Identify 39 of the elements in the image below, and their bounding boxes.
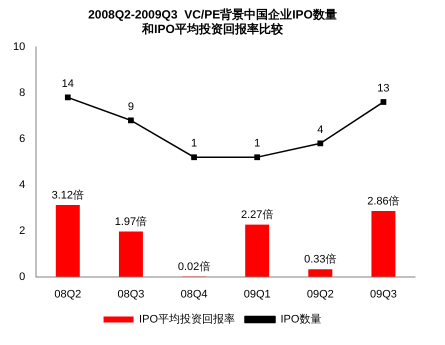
x-tick-label: 08Q3 (117, 288, 144, 300)
bar (118, 231, 143, 277)
data-label: 2.27倍 (240, 208, 274, 222)
x-tick-label: 08Q2 (54, 288, 82, 300)
point (317, 140, 324, 146)
y-tick-label: 8 (19, 86, 26, 99)
legend-label: IPO平均投资回报率 (139, 312, 236, 326)
point (128, 118, 134, 124)
x-tick-label: 08Q4 (180, 288, 208, 300)
point (254, 154, 260, 160)
data-label: 2.86倍 (367, 194, 400, 208)
text: 2008Q2-2009Q3 VC/PE背景中国企业IPO数量 (88, 8, 337, 22)
data-label: 1 (190, 138, 198, 150)
point (380, 99, 386, 105)
x-tick-label: 09Q3 (370, 288, 397, 300)
data-label: 0.33倍 (304, 252, 337, 266)
y-tick-label: 0 (19, 270, 26, 283)
data-label: 1.97倍 (114, 215, 148, 228)
bar (245, 224, 270, 277)
y-tick-label: 2 (19, 224, 26, 237)
data-label: 9 (128, 100, 134, 113)
bar (308, 269, 332, 277)
point (64, 94, 71, 100)
point (191, 154, 197, 160)
x-tick-label: 09Q1 (244, 288, 271, 300)
data-label: 3.12倍 (52, 188, 84, 202)
bar (371, 211, 396, 277)
y-tick-label: 4 (19, 178, 26, 191)
y-tick-label: 6 (19, 132, 26, 145)
y-tick-label: 10 (12, 40, 26, 53)
legend-label: IPO数量 (280, 314, 322, 326)
data-label: 14 (62, 78, 74, 90)
bar (56, 205, 80, 277)
data-label: 13 (377, 82, 390, 95)
data-label: 0.02倍 (178, 260, 210, 273)
text: 和IPO平均投资回报率比较 (142, 22, 283, 36)
data-label: 1 (254, 138, 260, 150)
data-label: 4 (317, 124, 324, 136)
x-tick-label: 09Q2 (306, 288, 334, 300)
